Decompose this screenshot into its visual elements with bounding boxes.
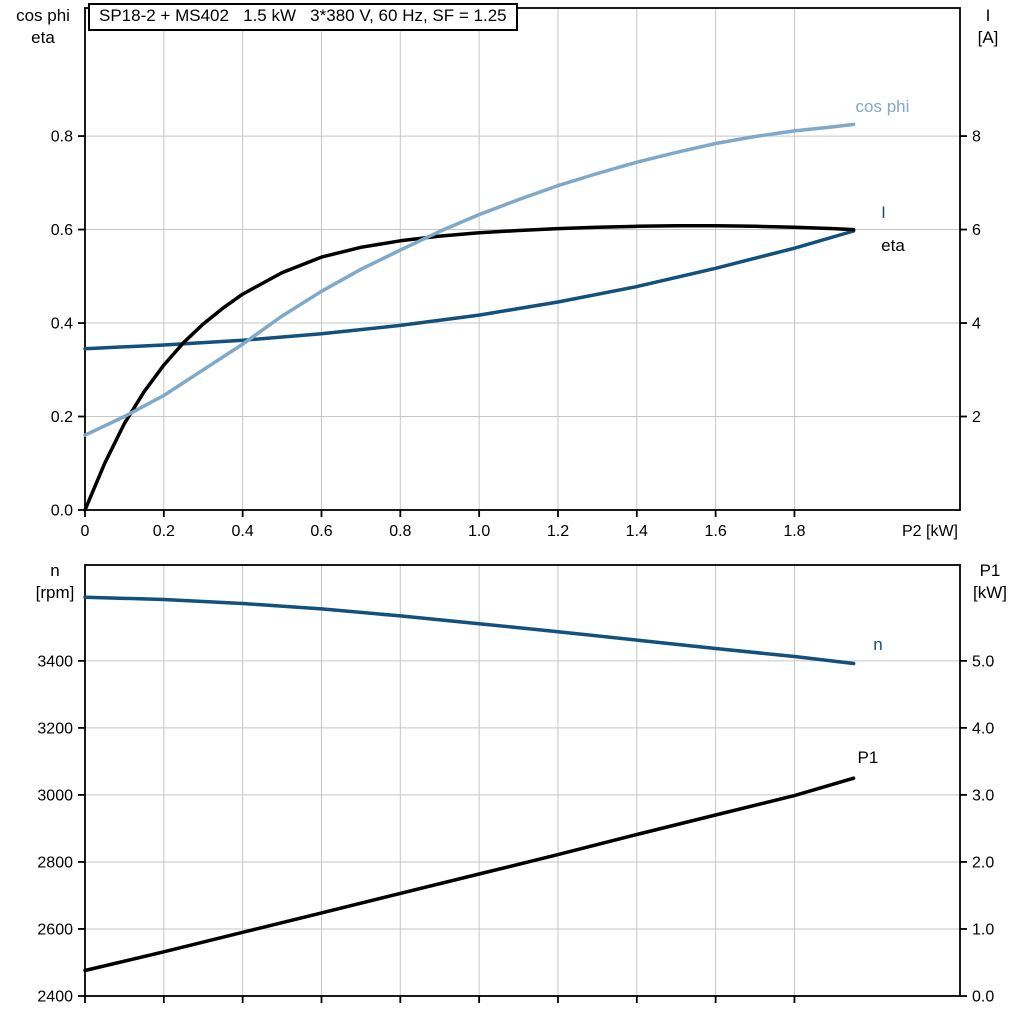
x-axis-tick-label: 0: [81, 523, 90, 540]
x-axis-label: P2 [kW]: [902, 523, 958, 540]
series-label-i: I: [881, 203, 886, 222]
left-axis-tick-label: 3000: [37, 787, 73, 804]
series-label-p1: P1: [858, 748, 879, 767]
upper-left-axis-header-line2: eta: [31, 28, 55, 48]
upper-left-axis-header-line1: cos phi: [16, 6, 70, 25]
plot-frame: [84, 564, 961, 997]
series-label-n: n: [873, 635, 882, 654]
x-axis-tick-label: 1.2: [547, 523, 569, 540]
lower-left-axis-header: n [rpm]: [24, 560, 86, 605]
upper-right-axis-header-line1: I: [985, 6, 991, 25]
series-curve-eta: [83, 224, 856, 512]
lower-left-axis-header-line2: [rpm]: [35, 583, 75, 603]
x-axis-tick-label: 1.6: [705, 523, 727, 540]
left-axis-tick-label: 0.6: [51, 222, 73, 239]
plot-frame: [84, 7, 961, 511]
x-axis-tick-label: 0.2: [153, 523, 175, 540]
upper-chart: 0.0 0.2 0.4 0.6 0.8 2 4 6 8 0 0.2 0.4 0.6 0.8 1.0 1.2 1.…: [51, 7, 981, 540]
series-label-eta: eta: [881, 236, 905, 255]
right-axis-tick-label: 4: [972, 316, 981, 333]
right-axis-tick-label: 4.0: [972, 720, 994, 737]
left-axis-tick-label: 0.4: [51, 316, 73, 333]
series-curve-cos-phi: [83, 122, 856, 437]
lower-right-axis-header: P1 [kW]: [960, 560, 1020, 605]
right-axis-tick-label: 2.0: [972, 854, 994, 871]
right-axis-tick-label: 2: [972, 409, 981, 426]
right-axis-tick-label: 1.0: [972, 921, 994, 938]
x-axis-tick-label: 0.8: [389, 523, 411, 540]
upper-left-axis-header: cos phi eta: [4, 5, 82, 50]
lower-left-axis-header-line1: n: [50, 561, 60, 580]
upper-right-axis-header: I [A]: [958, 5, 1018, 50]
left-axis-tick-label: 2400: [37, 989, 73, 1006]
x-axis-tick-label: 1.0: [468, 523, 490, 540]
right-axis-tick-label: 0.0: [972, 989, 994, 1006]
series-curve-p1: [83, 776, 856, 973]
left-axis-tick-label: 0.8: [51, 129, 73, 146]
series-label-cos-phi: cos phi: [856, 97, 910, 116]
upper-right-axis-header-line2: [A]: [977, 28, 999, 48]
lower-right-axis-header-line2: [kW]: [973, 583, 1007, 603]
x-axis-tick-label: 0.6: [310, 523, 332, 540]
lower-chart: 2400 2600 2800 3000 3200 3400 0.0 1.0 2.0 3.0 4.0 5…: [37, 564, 994, 1006]
left-axis-tick-label: 2600: [37, 921, 73, 938]
x-axis-tick-label: 0.4: [232, 523, 254, 540]
left-axis-tick-label: 2800: [37, 854, 73, 871]
left-axis-tick-label: 0.2: [51, 409, 73, 426]
lower-right-axis-header-line1: P1: [979, 561, 1001, 580]
right-axis-tick-label: 5.0: [972, 653, 994, 670]
x-axis-tick-label: 1.8: [783, 523, 805, 540]
right-axis-tick-label: 3.0: [972, 787, 994, 804]
right-axis-tick-label: 6: [972, 222, 981, 239]
x-axis-tick-label: 1.4: [626, 523, 648, 540]
series-curve-i: [83, 229, 856, 351]
series-curve-n: [83, 595, 856, 666]
left-axis-tick-label: 3200: [37, 720, 73, 737]
left-axis-tick-label: 0.0: [51, 503, 73, 520]
right-axis-tick-label: 8: [972, 129, 981, 146]
left-axis-tick-label: 3400: [37, 653, 73, 670]
chart-title: SP18-2 + MS402 1.5 kW 3*380 V, 60 Hz, SF…: [88, 3, 518, 31]
